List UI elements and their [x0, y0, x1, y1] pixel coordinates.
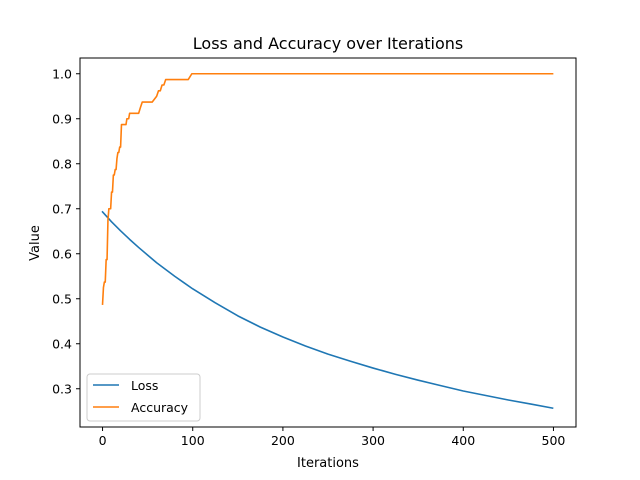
legend-label-accuracy: Accuracy: [131, 400, 189, 415]
x-axis-label: Iterations: [297, 456, 359, 471]
axes: 0 100 200 300 400 500 0.3 0.4 0.5 0.6 0.7 0.8 0.9 1.…: [52, 57, 577, 448]
legend-label-loss: Loss: [131, 378, 158, 393]
y-tick-label: 0.4: [52, 336, 72, 351]
chart-title: Loss and Accuracy over Iterations: [193, 34, 463, 53]
series-line-accuracy: [101, 72, 554, 305]
x-tick-label: 300: [361, 433, 385, 448]
x-tick-label: 200: [271, 433, 295, 448]
y-tick-label: 0.8: [52, 156, 72, 171]
plot-frame: [79, 57, 577, 428]
y-tick-label: 0.7: [52, 201, 72, 216]
x-tick-label: 100: [181, 433, 205, 448]
y-tick-label: 0.6: [52, 246, 72, 261]
y-axis-ticks: 0.3 0.4 0.5 0.6 0.7 0.8 0.9 1.0: [52, 66, 80, 396]
x-tick-label: 0: [99, 433, 107, 448]
x-tick-label: 400: [451, 433, 475, 448]
legend: Loss Accuracy: [86, 373, 201, 422]
y-tick-label: 0.5: [52, 291, 72, 306]
y-tick-label: 1.0: [52, 66, 72, 81]
y-tick-label: 0.9: [52, 111, 72, 126]
x-tick-label: 500: [542, 433, 566, 448]
y-tick-label: 0.3: [52, 381, 72, 396]
x-axis-ticks: 0 100 200 300 400 500: [99, 427, 566, 448]
plot-area: [101, 72, 554, 410]
series-line-loss: [101, 210, 554, 410]
y-axis-label: Value: [28, 225, 43, 261]
